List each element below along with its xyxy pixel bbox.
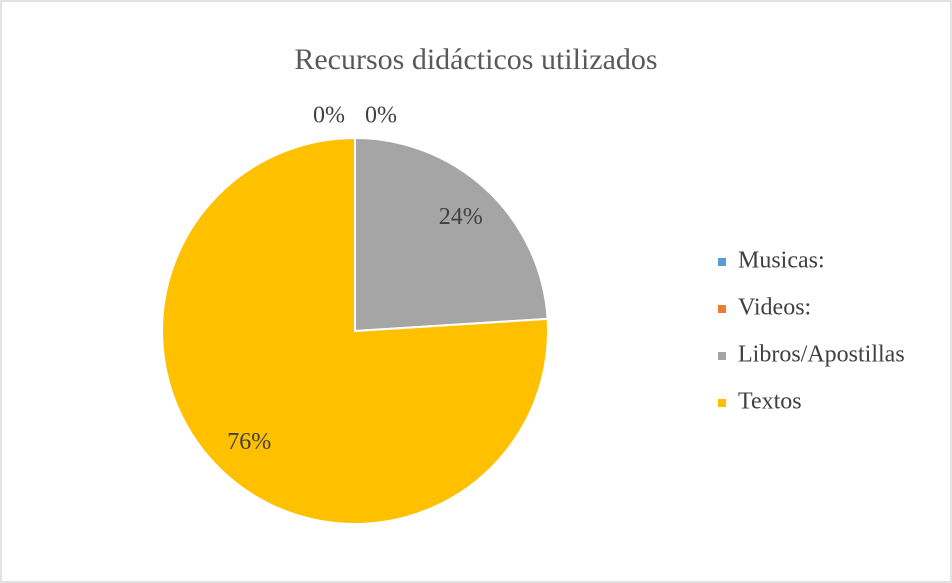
legend-label: Textos <box>738 389 802 415</box>
legend-swatch <box>718 258 726 266</box>
chart-title: Recursos didácticos utilizados <box>294 43 657 76</box>
legend-swatch <box>718 352 726 360</box>
data-label: 76% <box>227 429 271 455</box>
pie-slice <box>354 136 549 333</box>
data-label: 0% <box>365 102 397 128</box>
legend-label: Videos: <box>738 295 811 321</box>
legend-swatch <box>718 305 726 313</box>
legend-label: Musicas: <box>738 248 825 274</box>
legend-label: Libros/Apostillas <box>738 342 905 368</box>
pie-slice <box>161 136 549 525</box>
data-label: 0% <box>313 102 345 128</box>
legend-swatch <box>718 399 726 407</box>
data-label: 24% <box>439 204 483 230</box>
